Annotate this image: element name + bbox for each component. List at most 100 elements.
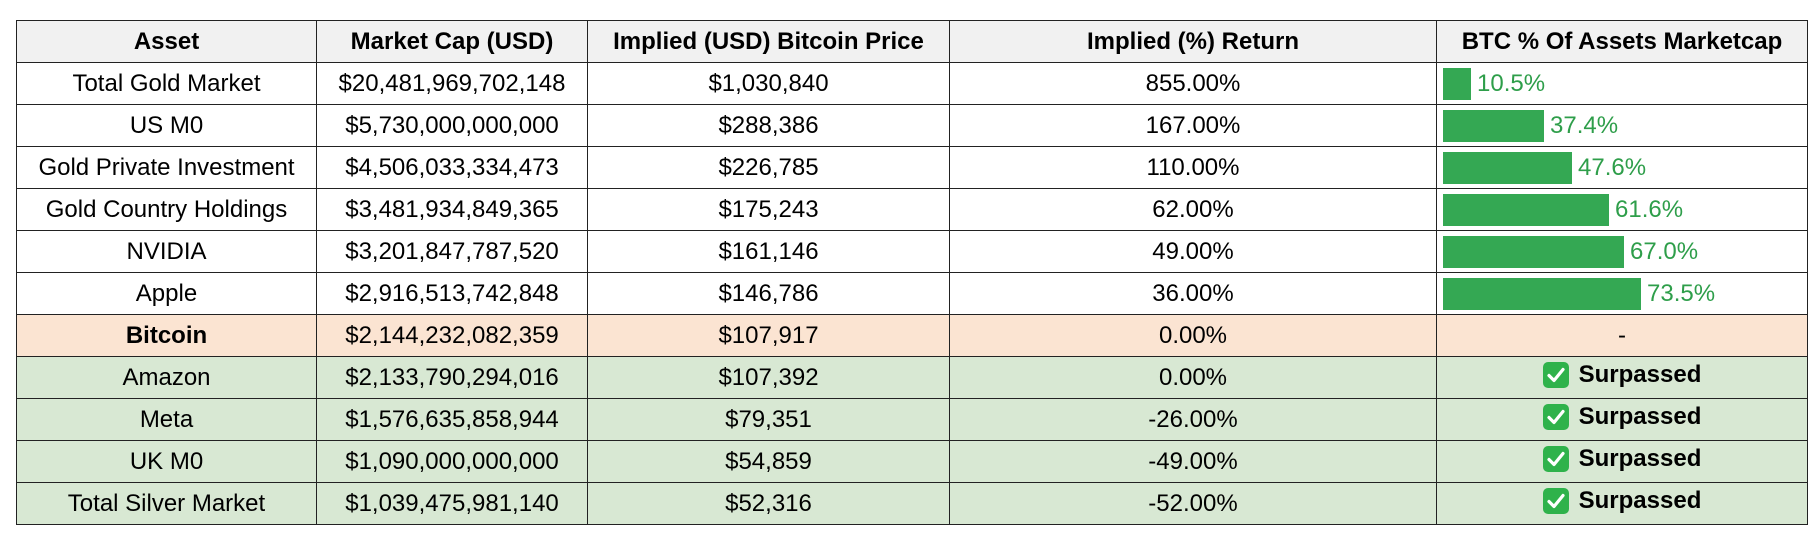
cell-market-cap: $1,039,475,981,140	[316, 482, 588, 525]
cell-implied-price: $107,917	[587, 314, 950, 357]
btc-pct-label: 10.5%	[1477, 69, 1546, 97]
btc-pct-bar	[1443, 109, 1544, 142]
cell-market-cap: $2,133,790,294,016	[316, 356, 588, 399]
cell-asset: NVIDIA	[16, 230, 317, 273]
column-header-market-cap: Market Cap (USD)	[316, 20, 588, 63]
cell-asset: Total Silver Market	[16, 482, 317, 525]
cell-asset: Gold Country Holdings	[16, 188, 317, 231]
check-mark-box-icon	[1542, 445, 1569, 472]
surpassed-label: Surpassed	[1578, 402, 1702, 430]
cell-implied-price: $1,030,840	[587, 62, 950, 105]
btc-pct-bar-wrap: 10.5%	[1443, 64, 1807, 104]
table-row: NVIDIA $3,201,847,787,520 $161,146 49.00% 67…	[16, 230, 1808, 273]
column-header-asset: Asset	[16, 20, 317, 63]
surpassed-status: Surpassed	[1542, 361, 1701, 389]
cell-market-cap: $20,481,969,702,148	[316, 62, 588, 105]
table-row: Gold Private Investment $4,506,033,334,47…	[16, 146, 1808, 189]
btc-pct-bar	[1443, 277, 1641, 310]
cell-implied-price: $54,859	[587, 440, 950, 483]
cell-market-cap: $3,201,847,787,520	[316, 230, 588, 273]
cell-market-cap: $2,144,232,082,359	[316, 314, 588, 357]
cell-btc-pct: 37.4%	[1436, 104, 1808, 147]
cell-btc-pct: 61.6%	[1436, 188, 1808, 231]
btc-pct-label: 37.4%	[1550, 111, 1619, 139]
cell-asset: Meta	[16, 398, 317, 441]
cell-btc-pct: 47.6%	[1436, 146, 1808, 189]
surpassed-label: Surpassed	[1578, 444, 1702, 472]
btc-pct-bar	[1443, 235, 1624, 268]
table-row: Amazon $2,133,790,294,016 $107,392 0.00% Sur…	[16, 356, 1808, 399]
table-row: Meta $1,576,635,858,944 $79,351 -26.00% Surp…	[16, 398, 1808, 441]
cell-btc-pct: 67.0%	[1436, 230, 1808, 273]
btc-pct-bar-wrap: 37.4%	[1443, 106, 1807, 146]
cell-btc-pct: Surpassed	[1436, 398, 1808, 441]
btc-pct-label: 61.6%	[1615, 195, 1684, 223]
cell-implied-price: $52,316	[587, 482, 950, 525]
btc-pct-label: 67.0%	[1630, 237, 1699, 265]
btc-pct-bar-wrap: 67.0%	[1443, 232, 1807, 272]
column-header-btc-pct: BTC % Of Assets Marketcap	[1436, 20, 1808, 63]
btc-pct-bar-wrap: 47.6%	[1443, 148, 1807, 188]
table-body: Total Gold Market $20,481,969,702,148 $1,0…	[16, 62, 1808, 525]
cell-implied-return: 110.00%	[949, 146, 1437, 189]
table-row: Gold Country Holdings $3,481,934,849,365 $…	[16, 188, 1808, 231]
cell-btc-pct: Surpassed	[1436, 440, 1808, 483]
check-mark-box-icon	[1542, 361, 1569, 388]
surpassed-status: Surpassed	[1542, 444, 1702, 473]
cell-implied-return: -52.00%	[949, 482, 1437, 525]
cell-btc-pct: Surpassed	[1436, 482, 1808, 525]
btc-pct-bar-wrap: 61.6%	[1443, 190, 1807, 230]
table-row: Bitcoin $2,144,232,082,359 $107,917 0.00% -	[16, 314, 1808, 357]
cell-implied-return: -26.00%	[949, 398, 1437, 441]
cell-market-cap: $5,730,000,000,000	[316, 104, 588, 147]
cell-market-cap: $4,506,033,334,473	[316, 146, 588, 189]
cell-market-cap: $3,481,934,849,365	[316, 188, 588, 231]
cell-implied-return: 36.00%	[949, 272, 1437, 315]
cell-implied-return: 0.00%	[949, 356, 1437, 399]
surpassed-status: Surpassed	[1542, 486, 1702, 515]
cell-asset: Gold Private Investment	[16, 146, 317, 189]
cell-implied-return: 62.00%	[949, 188, 1437, 231]
btc-pct-bar	[1443, 193, 1609, 226]
surpassed-status: Surpassed	[1542, 402, 1702, 431]
cell-asset: Bitcoin	[16, 314, 317, 357]
cell-implied-return: 167.00%	[949, 104, 1437, 147]
btc-pct-label: 73.5%	[1647, 279, 1716, 307]
cell-market-cap: $1,090,000,000,000	[316, 440, 588, 483]
check-mark-box-icon	[1542, 403, 1569, 430]
cell-implied-return: 855.00%	[949, 62, 1437, 105]
cell-implied-price: $226,785	[587, 146, 950, 189]
cell-implied-price: $161,146	[587, 230, 950, 273]
table-row: Total Gold Market $20,481,969,702,148 $1,0…	[16, 62, 1808, 105]
table-row: UK M0 $1,090,000,000,000 $54,859 -49.00% Sur…	[16, 440, 1808, 483]
cell-btc-pct: 10.5%	[1436, 62, 1808, 105]
cell-asset: Apple	[16, 272, 317, 315]
cell-implied-price: $175,243	[587, 188, 950, 231]
btc-pct-bar	[1443, 67, 1471, 100]
cell-market-cap: $1,576,635,858,944	[316, 398, 588, 441]
table-row: Total Silver Market $1,039,475,981,140 $52…	[16, 482, 1808, 525]
cell-btc-pct: Surpassed	[1436, 356, 1808, 399]
column-header-implied-price: Implied (USD) Bitcoin Price	[587, 20, 950, 63]
cell-market-cap: $2,916,513,742,848	[316, 272, 588, 315]
btc-pct-label: 47.6%	[1578, 153, 1647, 181]
table-row: Apple $2,916,513,742,848 $146,786 36.00% 73.…	[16, 272, 1808, 315]
cell-implied-price: $79,351	[587, 398, 950, 441]
check-mark-box-icon	[1542, 487, 1569, 514]
cell-implied-price: $288,386	[587, 104, 950, 147]
cell-implied-return: 49.00%	[949, 230, 1437, 273]
surpassed-label: Surpassed	[1578, 486, 1702, 514]
cell-asset: US M0	[16, 104, 317, 147]
cell-implied-return: -49.00%	[949, 440, 1437, 483]
cell-asset: Total Gold Market	[16, 62, 317, 105]
cell-btc-pct: -	[1436, 314, 1808, 357]
table-row: US M0 $5,730,000,000,000 $288,386 167.00% 37…	[16, 104, 1808, 147]
cell-asset: Amazon	[16, 356, 317, 399]
cell-implied-price: $146,786	[587, 272, 950, 315]
cell-implied-return: 0.00%	[949, 314, 1437, 357]
asset-comparison-table: Asset Market Cap (USD) Implied (USD) Bit…	[16, 20, 1808, 525]
table-header-row: Asset Market Cap (USD) Implied (USD) Bit…	[16, 20, 1808, 63]
cell-btc-pct: 73.5%	[1436, 272, 1808, 315]
cell-asset: UK M0	[16, 440, 317, 483]
column-header-implied-return: Implied (%) Return	[949, 20, 1437, 63]
